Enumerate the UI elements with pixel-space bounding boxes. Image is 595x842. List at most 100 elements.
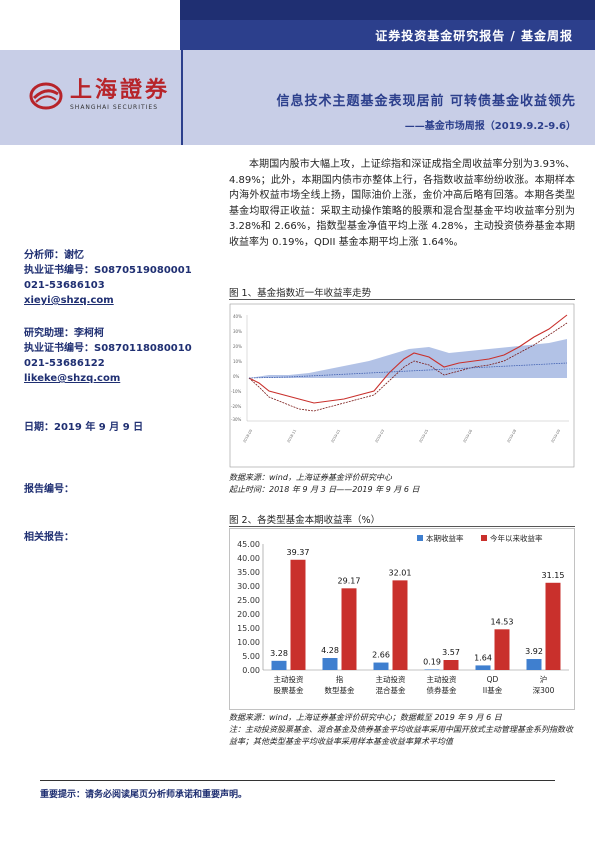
x-category-label: QD [487,675,499,684]
bar-ytd-return [392,580,408,670]
x-category-label: 深300 [533,686,555,695]
bar-period-return [424,669,440,670]
report-subtitle: ——基金市场周报（2019.9.2-9.6） [404,121,576,132]
analyst-name: 分析师：谢忆 [24,250,84,261]
legend-swatch [481,535,487,541]
company-logo: 上海證券 SHANGHAI SECURITIES [28,80,170,111]
svg-text:0%: 0% [233,374,240,379]
svg-text:30%: 30% [233,329,242,334]
bar-data-label: 3.57 [442,648,460,657]
logo-emblem-icon [28,82,64,110]
x-category-label: 混合基金 [376,685,406,695]
analyst-block: 分析师：谢忆 执业证书编号：S0870519080001 021-5368610… [24,248,192,308]
bar-period-return [271,660,287,670]
y-tick-label: 15.00 [237,624,260,633]
legend-swatch [417,535,423,541]
blue-series-line [248,362,568,379]
report-date: 日期：2019 年 9 月 9 日 [24,422,144,433]
x-category-label: 沪 [540,674,548,684]
svg-text:-30%: -30% [231,417,242,422]
svg-text:-10%: -10% [231,389,242,394]
svg-text:2018-11: 2018-11 [286,429,297,444]
svg-text:2019-06: 2019-06 [462,429,473,444]
top-bar [180,0,595,20]
bar-ytd-return [341,588,357,670]
bar-data-label: 39.37 [287,548,310,557]
bar-data-label: 29.17 [338,576,361,585]
report-title: 信息技术主题基金表现居前 可转债基金收益领先 [276,94,576,109]
bar-data-label: 0.19 [423,657,441,666]
bar-data-label: 2.66 [372,651,390,660]
y-tick-label: 25.00 [237,596,260,605]
x-category-label: 主动投资 [274,674,304,684]
darkred-series-line [248,322,568,412]
summary-paragraph: 本期国内股市大幅上攻，上证综指和深证成指全周收益率分别为3.93%、4.89%；… [229,159,575,248]
bar-period-return [475,665,491,670]
y-tick-label: 40.00 [237,554,260,563]
red-series-line [248,314,568,404]
figure1-period: 起止时间：2018 年 9 月 3 日——2019 年 9 月 6 日 [229,485,420,494]
svg-text:2019-05: 2019-05 [418,429,429,444]
bar-ytd-return [494,629,510,670]
footer-rule [40,780,555,781]
bar-data-label: 3.28 [270,649,288,658]
svg-text:10%: 10% [233,359,242,364]
bar-data-label: 31.15 [542,571,565,580]
bar-period-return [526,659,542,670]
figure2-note: 注：主动投资股票基金、混合基金及债券基金平均收益率采用中国开放式主动管理基金系列… [229,725,573,746]
y-tick-label: 10.00 [237,638,260,647]
report-number: 报告编号： [24,484,74,495]
analyst-email-link[interactable]: xieyi@shzq.com [24,295,114,306]
area-series [249,339,567,378]
related-reports: 相关报告： [24,532,74,543]
fund-return-bar-chart: 0.00 5.00 10.00 15.00 20.00 25.00 30.00 35.00 40… [229,528,575,710]
figure2-source: 数据来源：wind，上海证券基金评价研究中心；数据截至 2019 年 9 月 6… [229,713,502,722]
header-divider [181,50,183,145]
figure1-title: 图 1、基金指数近一年收益率走势 [229,288,372,299]
x-category-label: II基金 [483,685,503,695]
y-tick-label: 20.00 [237,610,260,619]
svg-text:-20%: -20% [231,404,242,409]
bar-data-label: 32.01 [389,568,412,577]
bar-data-label: 3.92 [525,647,543,656]
svg-text:40%: 40% [233,314,242,319]
analyst-cert: 执业证书编号：S0870519080001 [24,265,192,276]
y-tick-label: 45.00 [237,540,260,549]
y-tick-label: 0.00 [242,666,260,675]
svg-text:20%: 20% [233,344,242,349]
analyst-phone: 021-53686103 [24,280,105,291]
bar-period-return [373,662,389,670]
assistant-name: 研究助理：李柯柯 [24,328,104,339]
assistant-email-link[interactable]: likeke@shzq.com [24,373,121,384]
footer-notice: 重要提示：请务必阅读尾页分析师承诺和重要声明。 [40,790,248,800]
report-category-band: 证券投资基金研究报告 / 基金周报 [180,20,595,50]
figure1-rule [229,299,575,300]
x-category-label: 债券基金 [427,685,457,695]
header-panel [0,50,595,145]
svg-text:2019-01: 2019-01 [330,429,341,444]
svg-text:2018-09: 2018-09 [242,429,253,444]
figure2-rule [229,526,575,527]
logo-en-text: SHANGHAI SECURITIES [70,104,159,111]
svg-text:2019-08: 2019-08 [506,429,517,444]
index-trend-chart: 40% 30% 20% 10% 0% -10% -20% -30% 2018-09 201… [229,303,575,468]
bar-ytd-return [290,559,306,670]
logo-cn-text: 上海證券 [70,78,171,103]
svg-text:2019-03: 2019-03 [374,429,385,444]
report-category: 证券投资基金研究报告 / 基金周报 [375,28,573,43]
bar-ytd-return [545,582,561,670]
figure1-source: 数据来源：wind，上海证券基金评价研究中心 [229,473,392,482]
svg-text:2019-09: 2019-09 [550,429,561,444]
y-tick-label: 5.00 [242,652,260,661]
legend-label: 今年以来收益率 [490,533,543,543]
bar-data-label: 14.53 [491,617,514,626]
x-category-label: 指 [336,674,344,684]
bar-period-return [322,658,338,670]
figure2-title: 图 2、各类型基金本期收益率（%） [229,515,381,526]
bar-chart-svg: 0.00 5.00 10.00 15.00 20.00 25.00 30.00 35.00 40… [229,528,575,710]
assistant-phone: 021-53686122 [24,358,105,369]
assistant-block: 研究助理：李柯柯 执业证书编号：S0870118080010 021-53686… [24,326,192,386]
bar-data-label: 4.28 [321,646,339,655]
y-tick-label: 35.00 [237,568,260,577]
bar-data-label: 1.64 [474,653,492,662]
